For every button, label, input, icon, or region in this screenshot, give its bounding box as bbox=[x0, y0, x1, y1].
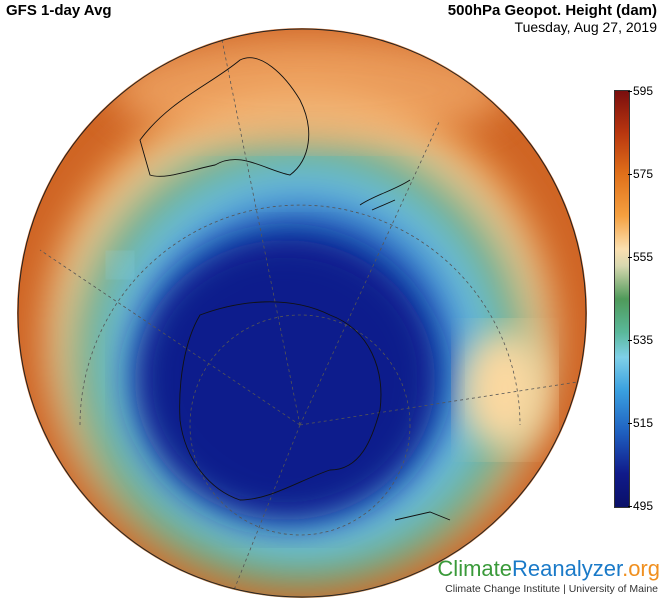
model-title: GFS 1-day Avg bbox=[6, 2, 112, 19]
brand-part2: Reanalyzer bbox=[512, 556, 623, 581]
colorbar bbox=[614, 90, 630, 508]
climate-reanalyzer-logo[interactable]: ClimateReanalyzer.org bbox=[437, 557, 660, 581]
colorbar-tick: 495 bbox=[627, 499, 654, 513]
colorbar-tick: 555 bbox=[627, 250, 654, 264]
brand-subtitle: Climate Change Institute | University of… bbox=[445, 583, 658, 595]
colorbar-tick: 515 bbox=[627, 416, 654, 430]
graticule bbox=[39, 29, 587, 596]
date-label: Tuesday, Aug 27, 2019 bbox=[514, 19, 657, 35]
brand-part3: .org bbox=[622, 556, 660, 581]
colorbar-tick: 595 bbox=[627, 84, 654, 98]
brand-part1: Climate bbox=[437, 556, 512, 581]
variable-title: 500hPa Geopot. Height (dam) bbox=[447, 2, 657, 19]
geopotential-height-map bbox=[17, 28, 587, 598]
coastlines bbox=[139, 57, 451, 521]
colorbar-tick: 575 bbox=[627, 167, 654, 181]
colorbar-tick: 535 bbox=[627, 333, 654, 347]
